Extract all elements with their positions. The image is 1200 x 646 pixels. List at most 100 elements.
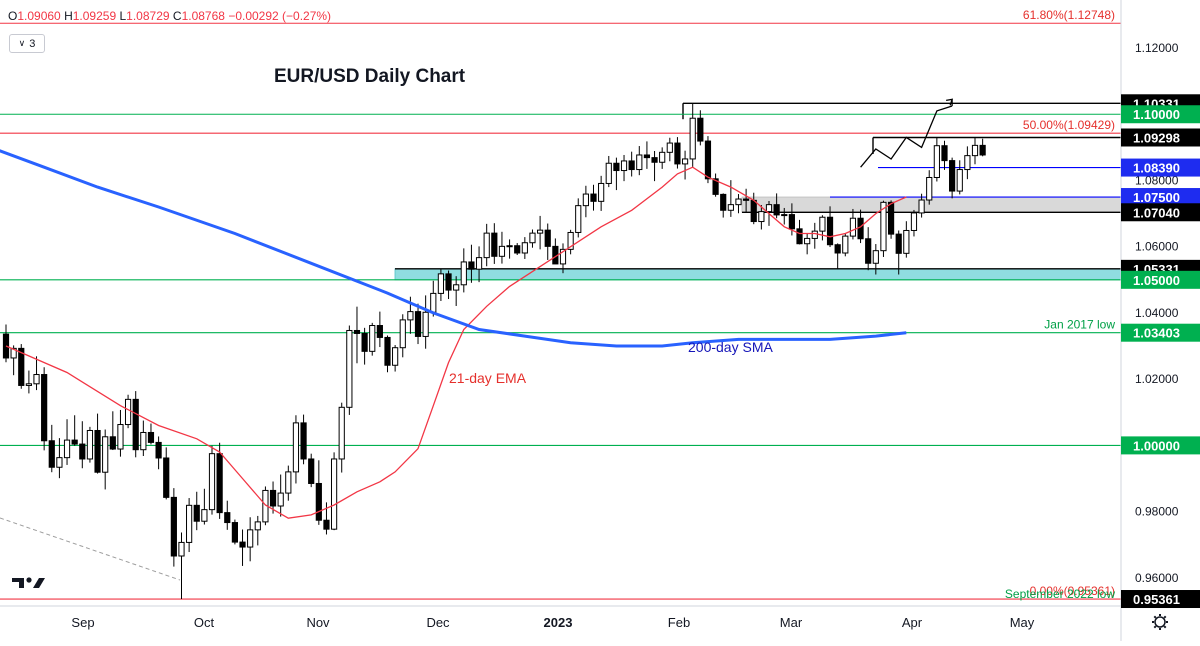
candle <box>887 201 895 235</box>
candle <box>933 145 940 178</box>
candle <box>704 140 712 180</box>
candle <box>376 325 383 338</box>
chevron-icon: ∨ <box>18 38 26 48</box>
candle <box>651 157 658 163</box>
candle <box>430 292 437 313</box>
ohlc-high-label: H <box>64 9 73 23</box>
ohlc-low: 1.08729 <box>126 9 170 23</box>
candle <box>399 319 406 349</box>
candle <box>849 217 857 237</box>
price-box <box>1121 590 1200 609</box>
candle <box>895 233 902 254</box>
candle <box>559 248 567 265</box>
ohlc-close-label: C <box>172 9 182 23</box>
candle <box>277 492 284 507</box>
ohlc-open-label: O <box>8 9 18 23</box>
x-tick-label: Oct <box>194 615 215 630</box>
candle <box>254 521 261 531</box>
candle <box>178 541 185 557</box>
ohlc-legend: O1.09060 H1.09259 L1.08729 C1.08768 −0.0… <box>8 9 331 23</box>
price-box-label: 1.08390 <box>1133 161 1180 176</box>
candle <box>460 261 467 286</box>
y-tick-label: 1.12000 <box>1135 41 1179 55</box>
candle <box>712 178 719 195</box>
tradingview-logo <box>12 577 45 588</box>
price-box-label: 1.05000 <box>1133 273 1180 288</box>
y-tick-label: 0.98000 <box>1135 505 1179 519</box>
candle <box>483 232 490 259</box>
candle <box>33 374 40 385</box>
indicators-toggle-button[interactable]: ∨ 3 <box>9 34 45 53</box>
price-box <box>1121 188 1200 207</box>
indicator-count: 3 <box>29 37 36 50</box>
projection-arrowhead <box>946 98 954 106</box>
x-tick-label: May <box>1010 615 1035 630</box>
candle <box>414 311 422 337</box>
candle <box>498 245 506 257</box>
candle <box>582 193 589 207</box>
candle <box>765 204 773 213</box>
price-box-label: 1.10000 <box>1133 107 1180 122</box>
trendline-dashed <box>0 517 181 581</box>
ema-annotation: 21-day EMA <box>449 370 527 386</box>
candle <box>308 458 315 484</box>
price-box-label: 0.95361 <box>1133 592 1180 607</box>
candle <box>796 228 803 245</box>
settings-gear-icon[interactable] <box>1152 614 1168 630</box>
candle <box>743 198 750 201</box>
candle <box>727 204 734 211</box>
candle <box>18 347 25 386</box>
candle <box>269 489 277 507</box>
price-box <box>1121 128 1200 147</box>
candle <box>537 229 544 234</box>
candle <box>208 453 216 511</box>
candle <box>514 245 521 254</box>
candle <box>903 229 910 254</box>
candle <box>941 145 948 162</box>
candle <box>285 471 292 494</box>
y-tick-label: 1.04000 <box>1135 306 1179 320</box>
candle <box>94 429 101 473</box>
candle <box>781 214 788 217</box>
candle <box>758 211 765 223</box>
bottom-level-label: September 2022 low <box>1005 587 1115 601</box>
candle <box>826 216 834 246</box>
y-tick-label: 1.08000 <box>1135 173 1179 187</box>
candle <box>163 457 170 498</box>
candle <box>361 332 368 352</box>
candle <box>63 439 71 459</box>
candle <box>247 529 254 548</box>
sma-annotation: 200-day SMA <box>688 339 773 355</box>
candle <box>330 458 338 530</box>
x-tick-label: Mar <box>780 615 803 630</box>
price-box <box>1121 203 1200 222</box>
candle <box>102 436 109 473</box>
candle <box>445 273 452 291</box>
price-box <box>1121 270 1200 289</box>
candle <box>323 519 330 530</box>
candle <box>384 336 391 366</box>
candle <box>529 232 536 244</box>
candle <box>834 244 841 254</box>
price-box <box>1121 158 1200 177</box>
candle <box>453 284 460 291</box>
candle <box>674 142 681 165</box>
chart-title: EUR/USD Daily Chart <box>274 66 466 87</box>
level-label: 50.00%(1.09429) <box>1023 118 1115 132</box>
candle <box>605 162 612 184</box>
candle <box>193 504 200 522</box>
candle <box>475 257 483 270</box>
candle <box>857 217 864 240</box>
candle <box>239 541 246 548</box>
candle <box>620 160 628 172</box>
candle <box>71 439 78 445</box>
ohlc-open: 1.09060 <box>17 9 61 23</box>
ohlc-low-label: L <box>119 9 127 23</box>
candle <box>292 422 300 473</box>
ohlc-high: 1.09259 <box>72 9 117 23</box>
candle <box>544 229 551 247</box>
candle <box>964 155 971 171</box>
candle <box>590 193 597 202</box>
